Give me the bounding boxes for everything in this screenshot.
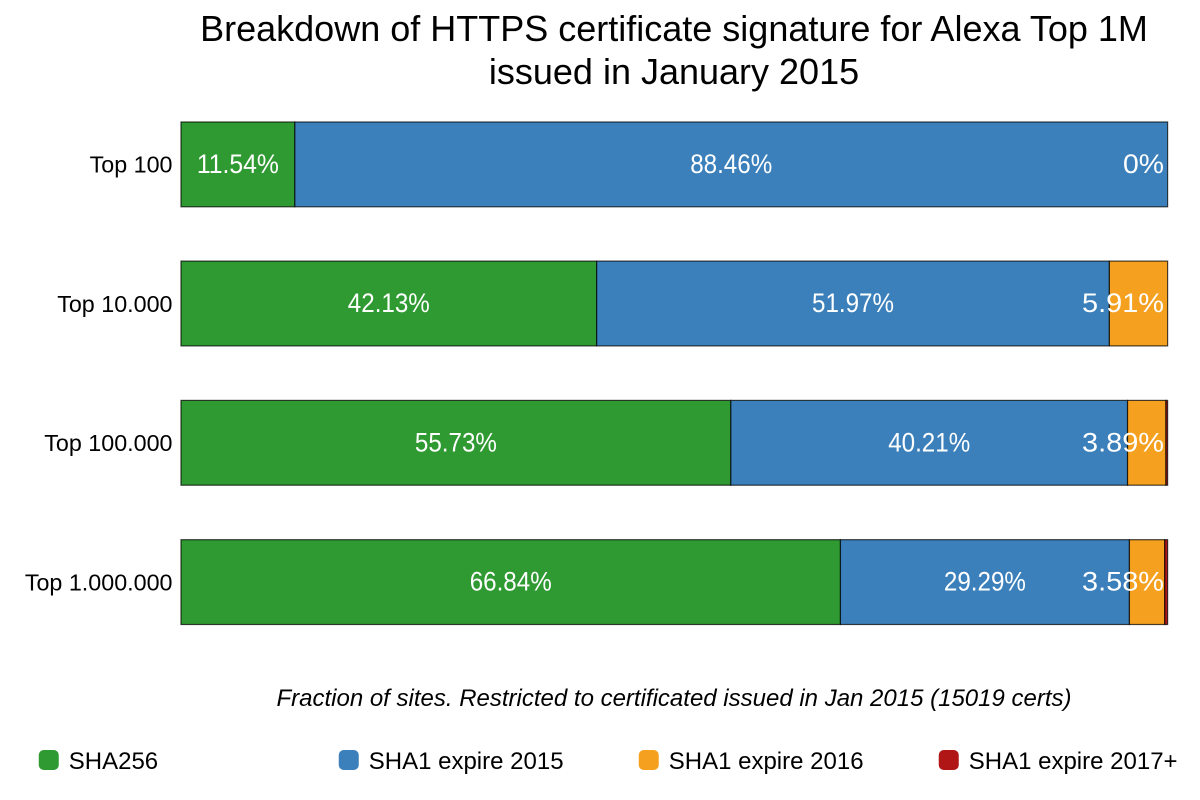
svg-text:42.13%: 42.13% [348,288,430,318]
svg-text:SHA1 expire 2017+: SHA1 expire 2017+ [969,748,1178,775]
svg-text:Top 100.000: Top 100.000 [44,430,172,456]
svg-text:SHA256: SHA256 [69,748,158,775]
svg-text:Top 100: Top 100 [90,152,173,178]
svg-text:issued in January 2015: issued in January 2015 [489,51,859,92]
svg-text:0%: 0% [1123,149,1164,179]
svg-text:Breakdown of HTTPS certificate: Breakdown of HTTPS certificate signature… [200,8,1148,49]
svg-text:40.21%: 40.21% [888,427,970,457]
svg-text:Top 10.000: Top 10.000 [57,291,172,317]
svg-text:SHA1 expire 2015: SHA1 expire 2015 [369,748,564,775]
svg-text:Top 1.000.000: Top 1.000.000 [25,569,173,595]
svg-text:SHA1 expire 2016: SHA1 expire 2016 [669,748,864,775]
svg-text:66.84%: 66.84% [470,567,552,597]
svg-text:3.58%: 3.58% [1082,567,1164,597]
svg-text:11.54%: 11.54% [197,149,279,179]
svg-text:51.97%: 51.97% [812,288,894,318]
svg-text:29.29%: 29.29% [944,567,1026,597]
svg-text:Fraction of sites. Restricted: Fraction of sites. Restricted to certifi… [276,685,1071,712]
svg-text:5.91%: 5.91% [1082,288,1164,318]
svg-text:55.73%: 55.73% [415,427,497,457]
svg-text:88.46%: 88.46% [690,149,772,179]
svg-text:3.89%: 3.89% [1082,427,1164,457]
